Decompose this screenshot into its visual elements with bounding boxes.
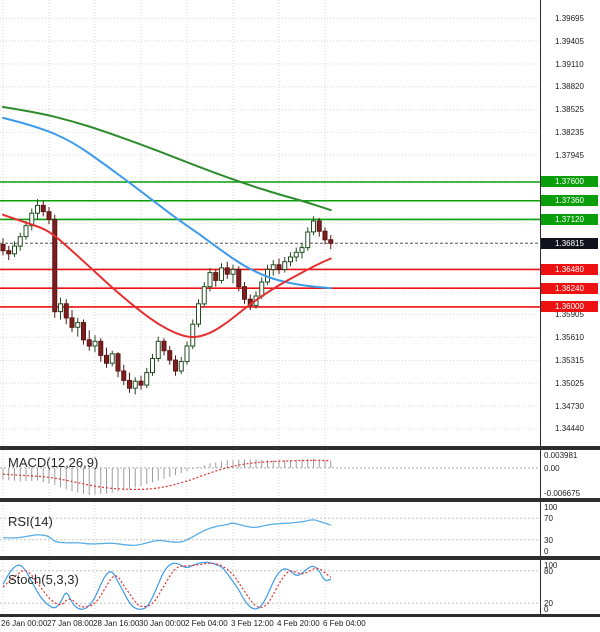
- candle-down: [6, 250, 12, 255]
- candle-down: [69, 317, 75, 328]
- candle-up: [150, 358, 155, 374]
- candle-down: [40, 204, 46, 213]
- candle-up: [196, 303, 201, 325]
- candle-down: [328, 239, 334, 244]
- candle-down: [52, 219, 58, 313]
- candle-up: [12, 245, 17, 255]
- candle-down: [161, 340, 167, 352]
- mid-ma-line: [2, 116, 332, 290]
- candle-down: [98, 340, 104, 356]
- candle-down: [115, 353, 121, 372]
- candle-down: [316, 220, 322, 232]
- candle-up: [178, 361, 184, 372]
- candle-up: [207, 272, 213, 288]
- panel-separator: [0, 556, 600, 560]
- stoch-indicator-label: Stoch(5,3,3): [8, 572, 79, 587]
- candle-up: [155, 340, 161, 359]
- candle-up: [35, 204, 40, 214]
- candle-down: [63, 303, 69, 319]
- candle-up: [305, 231, 311, 249]
- candle-down: [104, 354, 109, 364]
- candle-down: [121, 370, 127, 381]
- candle-down: [242, 286, 247, 300]
- candle-up: [230, 269, 236, 275]
- panel-separator: [0, 498, 600, 502]
- candle-down: [81, 322, 86, 341]
- candle-down: [173, 359, 178, 372]
- candle-up: [293, 251, 299, 258]
- candle-down: [86, 339, 92, 347]
- candle-up: [58, 303, 63, 313]
- candle-up: [109, 353, 115, 364]
- candle-down: [236, 269, 242, 288]
- candle-up: [299, 247, 305, 253]
- fast-ma-line: [2, 213, 332, 339]
- candle-down: [0, 244, 6, 252]
- candle-up: [29, 212, 35, 227]
- candle-up: [219, 267, 224, 281]
- candle-up: [288, 256, 293, 263]
- macd-indicator-label: MACD(12,26,9): [8, 455, 99, 470]
- stoch-k-line: [2, 561, 332, 610]
- slow-ma-line: [2, 106, 332, 212]
- candle-down: [224, 267, 230, 275]
- candle-up: [190, 323, 196, 347]
- candle-up: [201, 286, 207, 305]
- candle-up: [270, 264, 276, 270]
- panel-separator: [0, 446, 600, 450]
- candle-up: [23, 225, 29, 238]
- candle-down: [46, 211, 52, 220]
- candle-down: [322, 230, 328, 241]
- candle-up: [184, 345, 190, 363]
- candle-up: [259, 281, 265, 297]
- candle-up: [282, 261, 288, 271]
- candle-up: [132, 380, 138, 389]
- candle-down: [167, 350, 173, 361]
- rsi-line: [2, 519, 332, 546]
- candle-down: [213, 272, 219, 281]
- candle-up: [92, 340, 98, 347]
- candle-up: [311, 220, 316, 233]
- candle-up: [144, 372, 150, 386]
- candle-down: [276, 264, 282, 270]
- candle-up: [75, 322, 81, 328]
- candle-down: [138, 380, 144, 386]
- candle-down: [127, 379, 132, 389]
- rsi-indicator-label: RSI(14): [8, 514, 53, 529]
- candle-up: [17, 236, 23, 247]
- panel-separator: [0, 614, 600, 617]
